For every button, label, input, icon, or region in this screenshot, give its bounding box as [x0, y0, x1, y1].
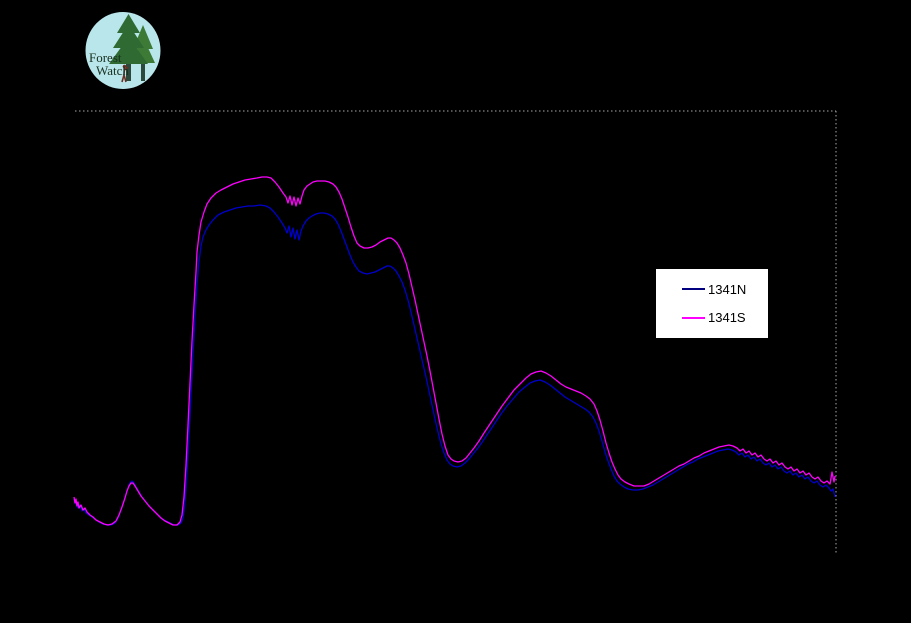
logo-text-line1: Forest [89, 50, 122, 65]
chart-legend: 1341N 1341S [656, 269, 768, 338]
legend-swatch [682, 316, 705, 319]
legend-entry-1341S: 1341S [656, 311, 768, 324]
legend-label: 1341S [708, 310, 746, 326]
forest-watch-logo: Forest Watch [85, 12, 161, 89]
pine-tree-icon [109, 14, 148, 81]
legend-entry-1341N: 1341N [656, 283, 768, 296]
legend-label: 1341N [708, 281, 747, 297]
legend-swatch [682, 288, 705, 291]
logo-text-line2: Watch [96, 63, 129, 78]
series-line-1341S [73, 176, 836, 526]
series-line-1341N [73, 204, 836, 526]
person-icon [121, 64, 129, 83]
